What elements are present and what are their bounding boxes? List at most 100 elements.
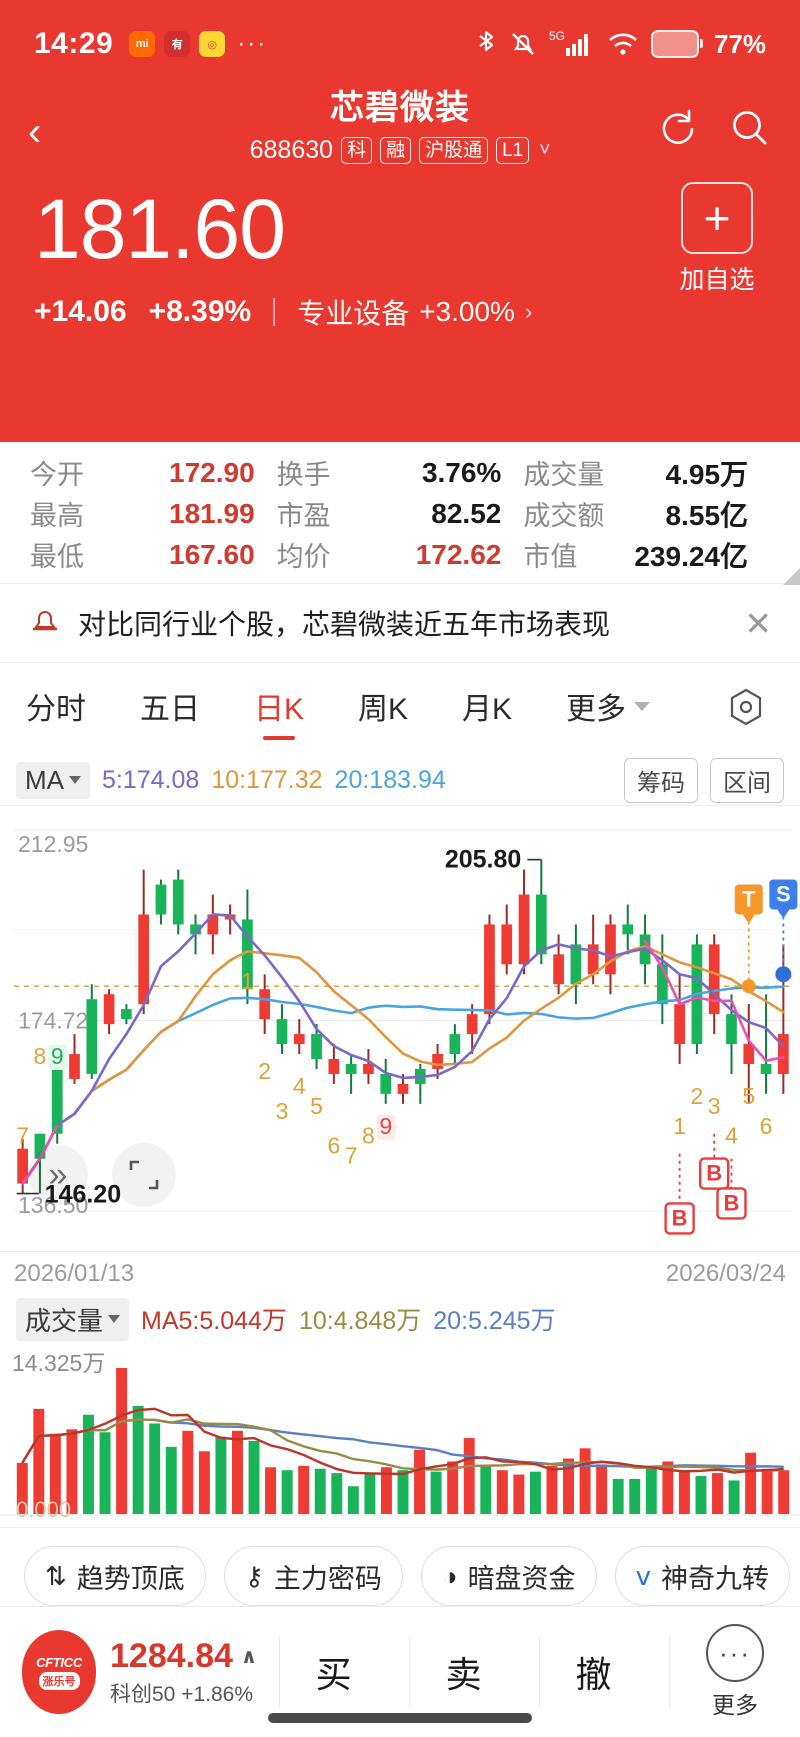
stat-open: 今开 172.90 <box>30 453 277 492</box>
broker-logo-line2: 涨乐号 <box>38 1671 80 1690</box>
chip-trend-top-bottom[interactable]: ⇅ 趋势顶底 <box>24 1546 206 1606</box>
sell-button[interactable]: 卖 <box>445 1654 482 1695</box>
wifi-icon <box>607 31 639 57</box>
stat-value: 172.62 <box>415 538 502 570</box>
stock-code: 688630 <box>249 136 334 164</box>
buy-button[interactable]: 买 <box>315 1654 352 1695</box>
index-value: 1284.84 <box>110 1636 233 1675</box>
sector-link[interactable]: 专业设备 +3.00% › <box>297 292 532 332</box>
bottom-action-bar: CFTICC 涨乐号 1284.84 ∧ 科创50 +1.86% 买 卖 撤 ·… <box>0 1606 800 1737</box>
stat-value: 239.24亿 <box>634 540 749 572</box>
chip-main-force-code[interactable]: ⚷ 主力密码 <box>223 1546 403 1606</box>
tag-margin: 融 <box>380 136 412 165</box>
svg-text:1: 1 <box>673 1113 686 1139</box>
close-icon[interactable]: ✕ <box>744 604 772 642</box>
dark-circle-icon: ◑ <box>441 1560 458 1591</box>
stats-row: 最高 181.99 市盈 82.52 成交额 8.55亿 <box>30 493 770 534</box>
range-button[interactable]: 区间 <box>710 757 784 803</box>
ma5-value: 5:174.08 <box>102 765 200 794</box>
tag-hk-connect: 沪股通 <box>419 136 489 165</box>
more-label: 更多 <box>712 1692 759 1718</box>
more-button[interactable]: ··· 更多 <box>670 1624 800 1720</box>
red-header: 14:29 mi 有 ◎ ··· 5G <box>0 0 800 442</box>
refresh-icon[interactable] <box>656 106 700 150</box>
broker-logo[interactable]: CFTICC 涨乐号 <box>22 1630 96 1714</box>
notification-app-icon: 有 <box>164 31 191 57</box>
add-to-watchlist-button[interactable]: + 加自选 <box>662 182 772 296</box>
nav-row: ‹ 芯碧微装 688630 科 融 沪股通 L1 ˅ <box>0 88 800 172</box>
expand-chart-left-icon[interactable]: » <box>28 1145 88 1205</box>
svg-text:5G: 5G <box>549 29 565 43</box>
change-percent: +8.39% <box>148 294 252 328</box>
tab-more[interactable]: 更多 <box>566 684 651 734</box>
divider <box>279 1636 281 1708</box>
chip-dark-pool-funds[interactable]: ◑ 暗盘资金 <box>420 1546 597 1606</box>
stat-volume: 成交量 4.95万 <box>523 453 770 493</box>
gear-icon[interactable] <box>724 685 768 734</box>
bluetooth-icon <box>475 29 497 59</box>
index-value-row: 1284.84 ∧ <box>110 1637 257 1676</box>
search-icon[interactable] <box>728 106 772 150</box>
date-axis-end: 2026/03/24 <box>665 1260 786 1287</box>
index-pct: +1.86% <box>181 1682 254 1706</box>
index-quote[interactable]: 1284.84 ∧ 科创50 +1.86% <box>110 1637 257 1708</box>
svg-text:9: 9 <box>379 1113 392 1139</box>
tab-weekly-k[interactable]: 周K <box>358 693 409 726</box>
status-time: 14:29 <box>34 27 114 60</box>
svg-text:8: 8 <box>362 1123 375 1149</box>
chip-label: 趋势顶底 <box>76 1563 185 1594</box>
stat-low: 最低 167.60 <box>30 535 277 574</box>
svg-text:3: 3 <box>276 1098 289 1124</box>
battery-percent: 77% <box>713 28 766 59</box>
volume-selector-label: 成交量 <box>25 1305 104 1336</box>
promo-banner[interactable]: 对比同行业个股，芯碧微装近五年市场表现 ✕ <box>0 584 800 662</box>
stat-pe-ratio: 市盈 82.52 <box>277 494 524 533</box>
stat-key: 均价 <box>276 542 331 572</box>
candlestick-chart[interactable]: 212.95 174.72 136.50 205.80 146.20 7 8 9 1 2 3 4 5 6 7… <box>0 805 800 1251</box>
tab-intraday[interactable]: 分时 <box>26 693 86 726</box>
more-dots-icon: ··· <box>706 1624 765 1682</box>
back-button[interactable]: ‹ <box>28 110 42 154</box>
svg-text:212.95: 212.95 <box>18 831 88 857</box>
svg-text:174.72: 174.72 <box>18 1008 88 1034</box>
promo-text: 对比同行业个股，芯碧微装近五年市场表现 <box>78 609 611 640</box>
tab-monthly-k[interactable]: 月K <box>462 693 513 726</box>
stats-row: 今开 172.90 换手 3.76% 成交量 4.95万 <box>30 452 770 493</box>
tab-five-day[interactable]: 五日 <box>140 693 200 726</box>
volume-ma5: MA5:5.044万 <box>141 1307 287 1335</box>
svg-text:136.50: 136.50 <box>18 1192 88 1218</box>
divider <box>539 1636 541 1708</box>
cancel-order-button[interactable]: 撤 <box>575 1654 612 1695</box>
tag-level: L1 <box>496 136 530 165</box>
tab-daily-k[interactable]: 日K <box>254 684 304 734</box>
chevron-down-icon <box>108 1315 121 1323</box>
mute-bell-icon <box>509 29 537 59</box>
stats-row: 最低 167.60 均价 172.62 市值 239.24亿 <box>30 534 770 575</box>
current-price: 181.60 <box>34 182 286 276</box>
ma-selector[interactable]: MA <box>16 761 90 799</box>
svg-text:6: 6 <box>760 1113 773 1139</box>
ma-selector-label: MA <box>25 764 64 795</box>
volume-chart[interactable]: 14.325万 0.000 <box>0 1342 800 1527</box>
mi-app-icon: mi <box>129 31 156 57</box>
v-mark-icon: ⅴ <box>635 1560 651 1591</box>
sector-percent: +3.00% <box>419 295 515 327</box>
svg-text:7: 7 <box>345 1143 358 1169</box>
svg-text:146.20: 146.20 <box>45 1181 121 1209</box>
chips-button[interactable]: 筹码 <box>624 757 698 803</box>
divider <box>409 1636 411 1708</box>
volume-selector[interactable]: 成交量 <box>16 1297 130 1341</box>
chip-label: 主力密码 <box>273 1563 382 1594</box>
chip-magic-nine-turns[interactable]: ⅴ 神奇九转 <box>614 1546 790 1606</box>
expand-corner-icon[interactable] <box>783 568 800 585</box>
stat-value: 4.95万 <box>665 458 749 490</box>
divider <box>0 662 800 663</box>
svg-text:9: 9 <box>51 1043 64 1069</box>
svg-text:6: 6 <box>327 1133 340 1159</box>
chevron-down-icon[interactable]: ˅ <box>539 139 551 161</box>
stat-key: 成交额 <box>523 501 605 531</box>
volume-svg <box>0 1368 800 1516</box>
fullscreen-icon[interactable] <box>112 1143 176 1207</box>
svg-text:2: 2 <box>258 1058 271 1084</box>
